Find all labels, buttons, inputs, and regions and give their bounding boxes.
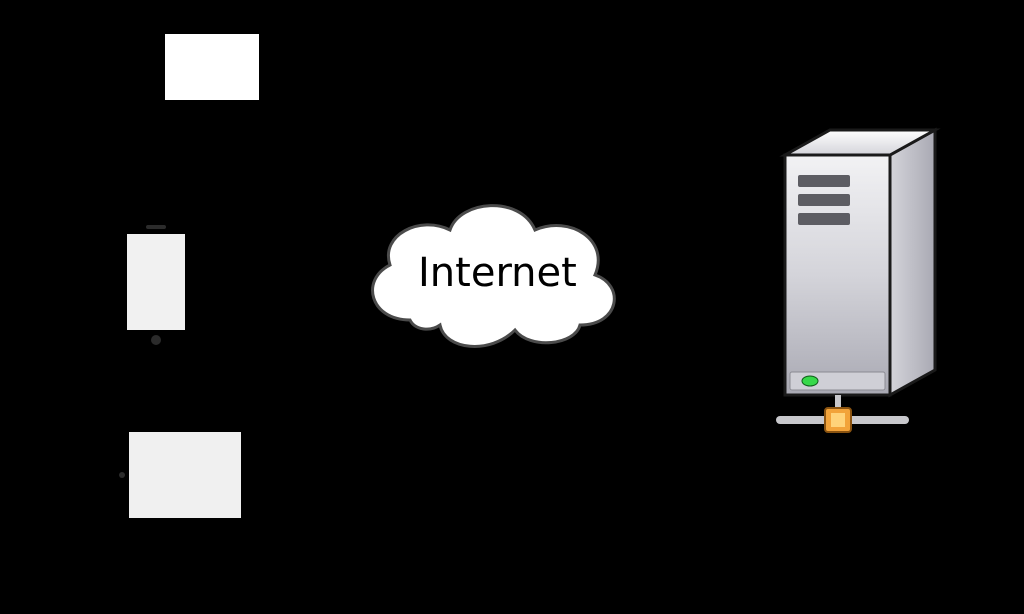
- diagram-stage: Internet: [0, 0, 1024, 614]
- server-icon: [770, 120, 960, 440]
- laptop-icon: [127, 26, 297, 166]
- internet-cloud-label: Internet: [418, 250, 577, 296]
- phone-icon: [120, 220, 192, 350]
- tablet-icon: [115, 420, 255, 530]
